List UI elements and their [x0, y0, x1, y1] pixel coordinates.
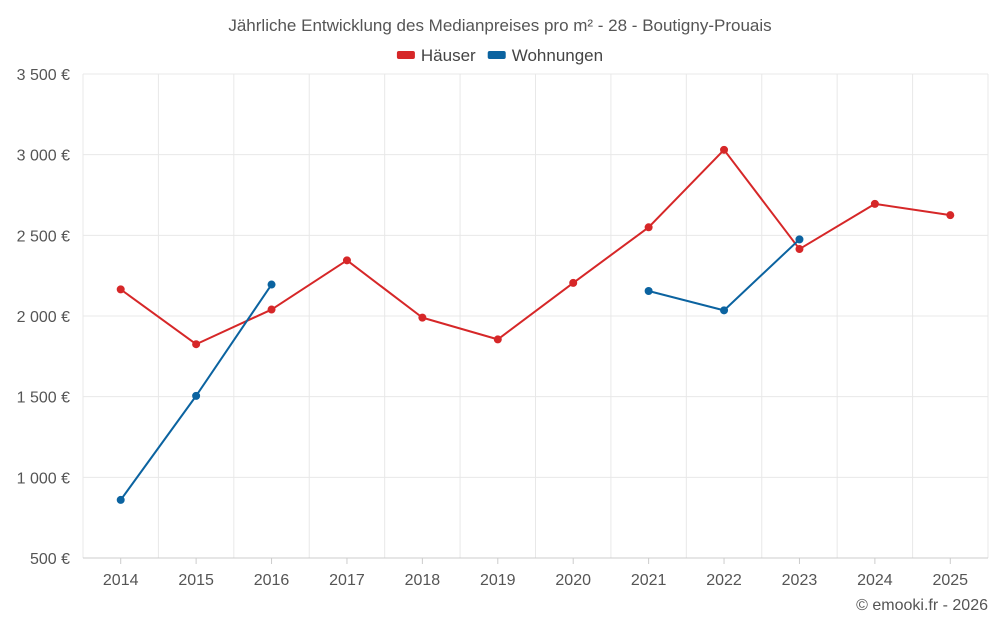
x-tick-label: 2017 [329, 572, 365, 589]
series-line [120, 148, 951, 346]
series-wohnungen [116, 235, 804, 504]
x-tick-label: 2014 [103, 572, 139, 589]
data-point[interactable] [116, 495, 125, 504]
y-tick-label: 3 000 € [17, 148, 70, 165]
x-tick-label: 2022 [706, 572, 742, 589]
legend-label: Häuser [421, 46, 476, 65]
data-point[interactable] [795, 235, 804, 244]
data-point[interactable] [116, 285, 125, 294]
chart-title: Jährliche Entwicklung des Medianpreises … [228, 16, 771, 35]
legend-item[interactable]: Wohnungen [487, 46, 603, 65]
data-point[interactable] [720, 306, 729, 315]
data-point[interactable] [192, 340, 201, 349]
x-tick-label: 2015 [178, 572, 214, 589]
series-h-user [116, 145, 955, 349]
y-tick-label: 1 000 € [17, 470, 70, 487]
data-point[interactable] [795, 245, 804, 254]
series-line [648, 238, 801, 312]
y-axis: 500 € 1 000 € 1 500 € 2 000 € 2 500 € 3 000 €… [17, 67, 70, 568]
y-tick-label: 1 500 € [17, 390, 70, 407]
legend-label: Wohnungen [512, 46, 603, 65]
data-point[interactable] [569, 278, 578, 287]
x-tick-label: 2021 [631, 572, 667, 589]
data-point[interactable] [720, 145, 729, 154]
legend[interactable]: Häuser Wohnungen [396, 46, 603, 65]
data-point[interactable] [342, 256, 351, 265]
legend-swatch [487, 51, 506, 59]
y-tick-label: 2 500 € [17, 228, 70, 245]
x-tick-label: 2019 [480, 572, 516, 589]
data-point[interactable] [267, 280, 276, 289]
x-tick-label: 2023 [782, 572, 818, 589]
series-layer [116, 145, 955, 504]
x-tick-label: 2024 [857, 572, 893, 589]
legend-item[interactable]: Häuser [396, 46, 476, 65]
x-tick-label: 2020 [555, 572, 591, 589]
data-point[interactable] [946, 211, 955, 220]
legend-swatch [396, 51, 415, 59]
y-tick-label: 2 000 € [17, 309, 70, 326]
data-point[interactable] [418, 313, 427, 322]
y-tick-label: 500 € [30, 551, 70, 568]
data-point[interactable] [644, 223, 653, 232]
credit-text: © emooki.fr - 2026 [856, 597, 988, 614]
x-tick-label: 2025 [932, 572, 968, 589]
data-point[interactable] [493, 335, 502, 344]
data-point[interactable] [192, 391, 201, 400]
data-point[interactable] [267, 305, 276, 314]
y-tick-label: 3 500 € [17, 67, 70, 84]
data-point[interactable] [870, 199, 879, 208]
x-axis: 2014 2015 2016 2017 2018 2019 2020 2021 2022 2023… [83, 557, 988, 589]
grid [82, 73, 989, 559]
data-point[interactable] [644, 286, 653, 295]
x-tick-label: 2016 [254, 572, 290, 589]
x-tick-label: 2018 [405, 572, 441, 589]
